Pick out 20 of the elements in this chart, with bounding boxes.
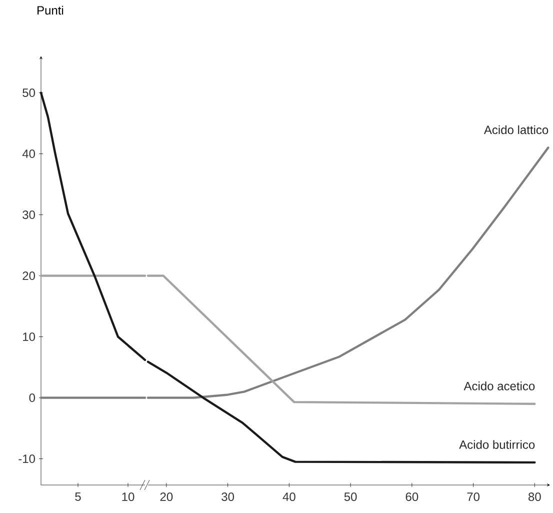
series-label: Acido lattico — [484, 125, 548, 134]
y-tick-label: -10 — [18, 454, 35, 464]
series-label: Acido acetico — [464, 382, 535, 390]
x-tick-label: 50 — [344, 492, 357, 502]
y-tick-label: 20 — [22, 272, 36, 280]
y-tick-label: 50 — [22, 88, 36, 97]
x-tick-label: 80 — [528, 492, 541, 502]
x-tick-label: 30 — [222, 492, 234, 502]
x-tick-label: 60 — [406, 492, 418, 502]
y-tick-label: 30 — [22, 210, 36, 220]
y-tick-label: 40 — [22, 150, 36, 158]
x-tick-label: 40 — [282, 492, 296, 502]
x-tick-label: 70 — [467, 492, 480, 502]
y-tick-label: 10 — [23, 332, 36, 342]
series-label: Acido butirrico — [459, 440, 535, 449]
x-tick-label: 20 — [160, 492, 173, 502]
x-tick-label: 10 — [122, 492, 134, 502]
y-tick-label: 0 — [29, 394, 36, 402]
y-axis-title: Punti — [38, 6, 64, 15]
x-tick-label: 5 — [75, 492, 81, 501]
